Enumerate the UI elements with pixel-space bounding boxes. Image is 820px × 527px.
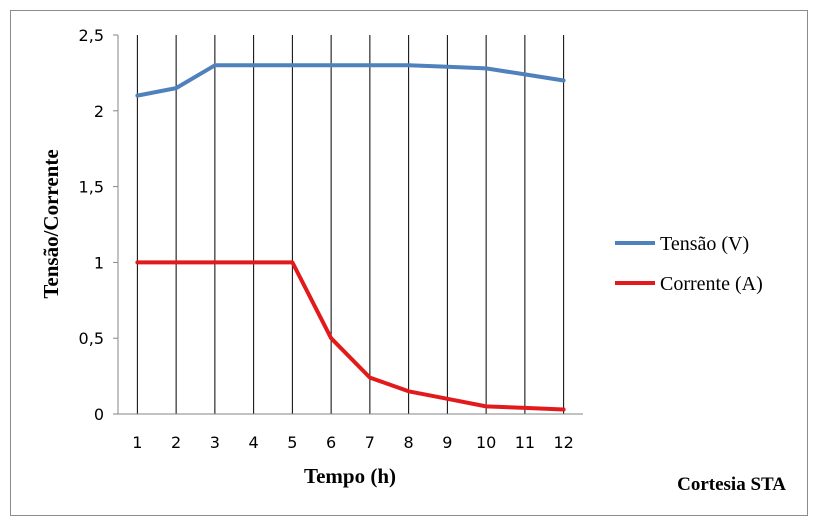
y-tick-labels: 0 0,5 1 1,5 2 2,5: [79, 26, 104, 424]
x-tick-label: 3: [210, 433, 220, 452]
x-tick-label: 10: [476, 433, 496, 452]
y-tick-label: 2,5: [79, 26, 104, 45]
x-tick-label: 1: [132, 433, 142, 452]
credit-text: Cortesia STA: [677, 474, 786, 495]
x-tick-label: 12: [553, 433, 573, 452]
y-axis-title: Tensão/Corrente: [39, 149, 63, 298]
x-tick-label: 4: [249, 433, 259, 452]
legend: Tensão (V) Corrente (A): [615, 233, 763, 295]
x-tick-label: 11: [515, 433, 535, 452]
legend-label: Tensão (V): [660, 233, 749, 255]
x-tick-label: 5: [287, 433, 297, 452]
legend-label: Corrente (A): [660, 273, 763, 295]
x-axis-title: Tempo (h): [304, 464, 396, 488]
x-tick-label: 2: [171, 433, 181, 452]
y-tick-label: 0,5: [79, 329, 104, 348]
x-tick-label: 6: [326, 433, 336, 452]
series-line-corrente: [135, 260, 566, 412]
y-tick-label: 1: [94, 253, 104, 272]
series-line-tensao: [135, 63, 566, 98]
x-tick-label: 7: [365, 433, 375, 452]
gridlines: [136, 35, 565, 414]
axes: [113, 34, 583, 415]
series-lines: [135, 63, 566, 412]
y-tick-label: 0: [94, 405, 104, 424]
x-tick-label: 9: [442, 433, 452, 452]
y-tick-label: 1,5: [79, 178, 104, 197]
x-tick-labels: 1 2 3 4 5 6 7 8 9 10 11 12: [132, 433, 574, 452]
y-tick-label: 2: [94, 102, 104, 121]
x-tick-label: 8: [404, 433, 414, 452]
